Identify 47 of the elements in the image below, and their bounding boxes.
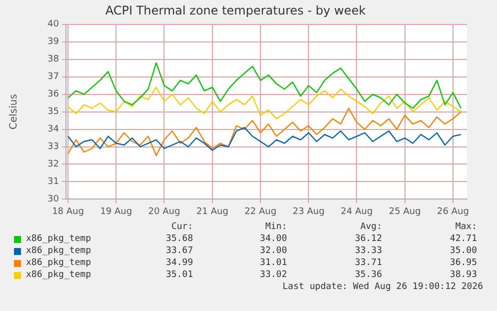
legend-label: x86_pkg_temp (26, 234, 92, 245)
text: 33.33 (354, 246, 382, 257)
y-tick-label: 33 (48, 142, 59, 152)
legend-label: x86_pkg_temp (26, 246, 92, 257)
y-tick-label: 39 (48, 37, 60, 48)
text: 33.02 (260, 270, 287, 281)
text: Cur: (171, 222, 193, 233)
text: 33.67 (166, 246, 193, 257)
y-tick-label: 30 (48, 194, 60, 205)
x-tick-label: 23 Aug (292, 206, 325, 217)
text: Last update: Wed Aug 26 19:00:12 2026 (282, 282, 483, 293)
text: 35.00 (450, 246, 477, 257)
text: Max: (455, 222, 477, 233)
text: 31.01 (260, 258, 287, 269)
x-tick-label: 24 Aug (340, 206, 373, 217)
y-tick-label: 35 (48, 107, 59, 118)
y-tick-label: 31 (48, 177, 59, 188)
x-tick-label: 19 Aug (100, 206, 132, 217)
y-tick-label: 32 (48, 160, 59, 170)
text: 38.93 (450, 270, 477, 281)
text: 34.00 (260, 234, 287, 245)
legend-label: x86_pkg_temp (26, 258, 92, 269)
y-axis-title: Celsius (8, 94, 20, 130)
text: 35.68 (166, 234, 193, 245)
text: 36.12 (354, 234, 382, 245)
y-tick-label: 40 (48, 20, 60, 30)
text: 35.01 (166, 270, 193, 281)
x-tick-label: 20 Aug (148, 206, 180, 217)
text: Avg: (360, 222, 382, 233)
y-tick-label: 37 (48, 72, 59, 82)
text: 35.36 (354, 270, 382, 281)
legend-label: x86_pkg_temp (26, 270, 92, 281)
x-tick-label: 26 Aug (437, 206, 469, 217)
x-tick-label: 22 Aug (244, 206, 276, 217)
text: 32.00 (260, 246, 287, 257)
text: 36.95 (450, 258, 477, 269)
text: 42.71 (450, 234, 477, 245)
x-tick-label: 25 Aug (388, 206, 421, 217)
x-tick-label: 21 Aug (196, 206, 228, 217)
y-tick-label: 34 (48, 124, 60, 135)
x-tick-label: 18 Aug (52, 206, 84, 217)
y-tick-label: 36 (48, 90, 60, 100)
text: Min: (265, 222, 287, 233)
text: 34.99 (166, 258, 193, 269)
chart-title: ACPI Thermal zone temperatures - by week (105, 3, 366, 18)
y-tick-label: 38 (48, 54, 60, 65)
text: 33.71 (354, 258, 382, 269)
